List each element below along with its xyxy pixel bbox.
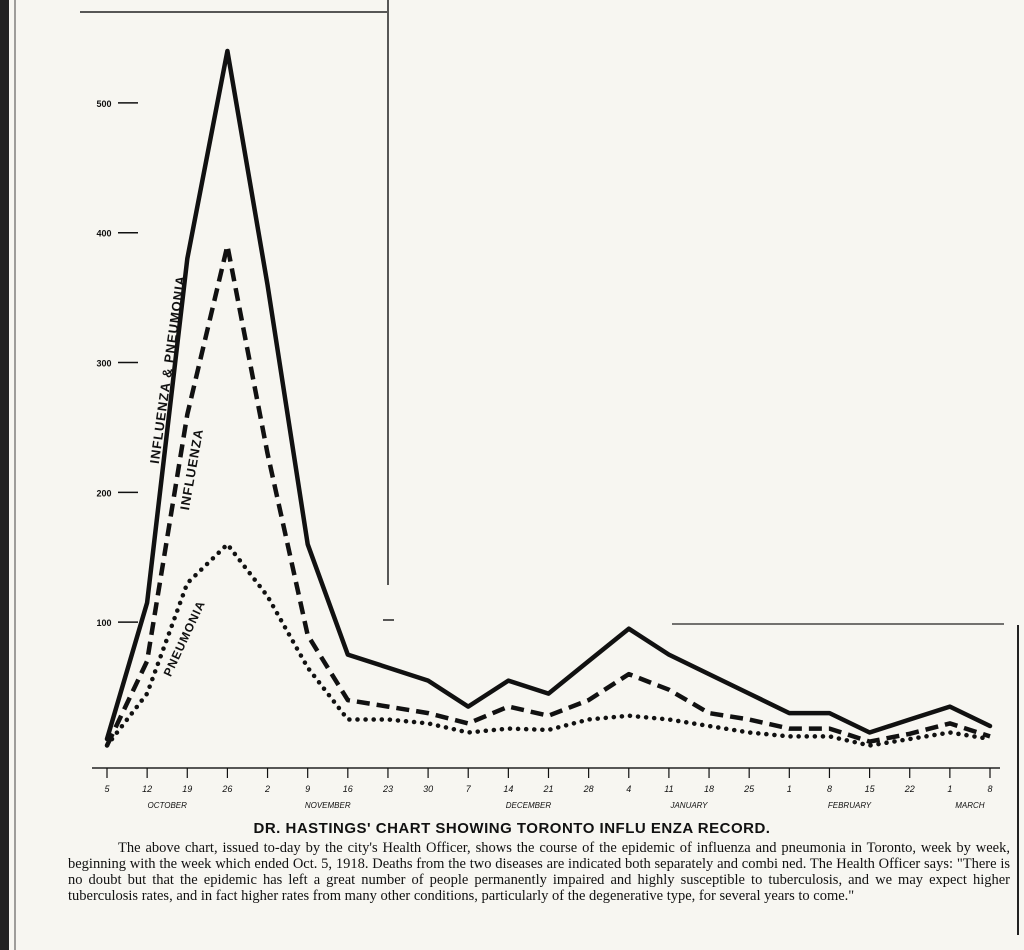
x-tick-label: 8 — [827, 784, 832, 794]
x-month-label: FEBRUARY — [828, 801, 872, 810]
x-axis: 5 12 19 26 2 9 16 23 30 7 14 21 28 4 11 18 25 1 8 15 22 1 8OCT… — [104, 768, 993, 810]
x-month-label: DECEMBER — [506, 801, 552, 810]
x-tick-label: 9 — [305, 784, 310, 794]
caption-body: The above chart, issued to-day by the ci… — [68, 840, 1010, 904]
y-tick-label: 500 — [96, 99, 111, 109]
x-tick-label: 4 — [626, 784, 631, 794]
x-tick-label: 12 — [142, 784, 152, 794]
caption-title: DR. HASTINGS' CHART SHOWING TORONTO INFL… — [253, 820, 771, 837]
x-month-label: NOVEMBER — [305, 801, 351, 810]
y-tick-label: 200 — [96, 488, 111, 498]
x-tick-label: 11 — [664, 784, 673, 794]
x-tick-label: 7 — [466, 784, 472, 794]
x-month-label: OCTOBER — [147, 801, 187, 810]
series-label: PNEUMONIA — [161, 598, 208, 679]
x-tick-label: 14 — [503, 784, 513, 794]
x-tick-label: 1 — [787, 784, 792, 794]
y-tick-label: 400 — [96, 229, 111, 239]
x-tick-label: 8 — [987, 784, 992, 794]
x-tick-label: 18 — [704, 784, 714, 794]
series-layer — [104, 48, 993, 748]
x-month-label: MARCH — [955, 801, 985, 810]
x-tick-label: 26 — [221, 784, 232, 794]
x-tick-label: 30 — [423, 784, 433, 794]
x-tick-label: 5 — [104, 784, 110, 794]
scan-edge — [0, 0, 9, 950]
x-tick-label: 22 — [904, 784, 915, 794]
series-line-solid — [104, 48, 993, 742]
y-axis: 100 200 300 400 500 — [96, 99, 138, 628]
y-tick-label: 300 — [96, 359, 111, 369]
x-tick-label: 19 — [182, 784, 192, 794]
x-tick-label: 23 — [382, 784, 393, 794]
x-tick-label: 25 — [743, 784, 755, 794]
series-line-dotted — [104, 542, 993, 748]
series-line-dashed — [104, 243, 991, 747]
x-month-label: JANUARY — [669, 801, 708, 810]
x-tick-label: 16 — [343, 784, 353, 794]
series-label: INFLUENZA — [177, 427, 206, 511]
x-tick-label: 1 — [947, 784, 952, 794]
x-tick-label: 21 — [542, 784, 553, 794]
x-tick-label: 15 — [865, 784, 876, 794]
x-tick-label: 2 — [264, 784, 270, 794]
y-tick-label: 100 — [96, 618, 111, 628]
x-tick-label: 28 — [583, 784, 594, 794]
